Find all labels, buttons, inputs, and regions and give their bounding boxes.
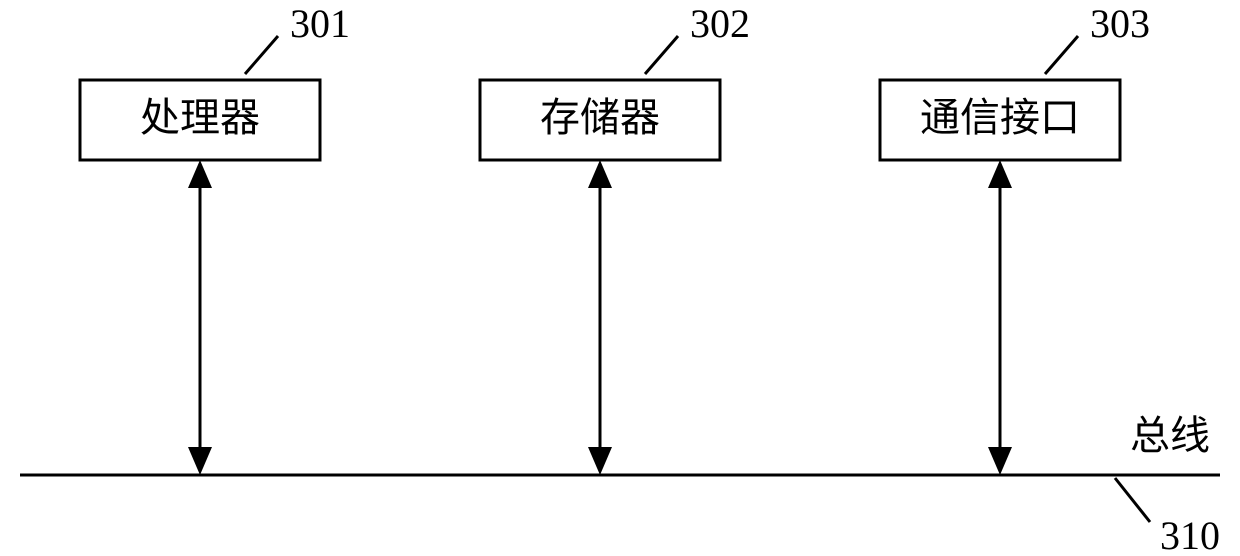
arrow-processor-head-up [188, 160, 212, 188]
bus-ref-label: 310 [1160, 513, 1220, 556]
block-memory-ref-leader [645, 36, 678, 74]
block-comm-label: 通信接口 [920, 95, 1080, 140]
block-processor-ref-label: 301 [290, 1, 350, 46]
block-comm-ref-label: 303 [1090, 1, 1150, 46]
bus-label: 总线 [1130, 413, 1210, 458]
bus-ref-leader [1115, 478, 1150, 522]
arrow-comm-head-up [988, 160, 1012, 188]
arrow-processor-head-down [188, 447, 212, 475]
arrow-memory-head-down [588, 447, 612, 475]
block-processor-label: 处理器 [140, 95, 260, 140]
arrow-comm-head-down [988, 447, 1012, 475]
block-memory-label: 存储器 [540, 95, 660, 140]
block-processor-ref-leader [245, 36, 278, 74]
block-comm-ref-leader [1045, 36, 1078, 74]
block-memory-ref-label: 302 [690, 1, 750, 46]
arrow-memory-head-up [588, 160, 612, 188]
